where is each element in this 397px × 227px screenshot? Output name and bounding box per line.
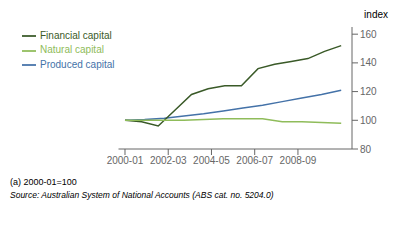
svg-text:100: 100: [360, 115, 377, 126]
html-text:index: index: [364, 9, 388, 20]
svg-text:2000-01: 2000-01: [107, 155, 144, 166]
svg-text:120: 120: [360, 86, 377, 97]
svg-text:160: 160: [360, 29, 377, 40]
svg-text:2002-03: 2002-03: [150, 155, 187, 166]
svg-text:140: 140: [360, 57, 377, 68]
html-text:Natural capital: Natural capital: [40, 44, 104, 56]
html-text:Financial capital: Financial capital: [40, 30, 112, 41]
svg-text:2004-05: 2004-05: [193, 155, 230, 166]
html-text:(a) 2000-01=100: (a) 2000-01=100: [10, 177, 77, 187]
svg-text:80: 80: [360, 144, 372, 155]
html-text:Produced capital: Produced capital: [40, 58, 115, 70]
html-text:Source: Australian System of N: Source: Australian System of National Ac…: [10, 190, 274, 200]
svg-text:2008-09: 2008-09: [280, 155, 317, 166]
svg-text:2006-07: 2006-07: [236, 155, 273, 166]
